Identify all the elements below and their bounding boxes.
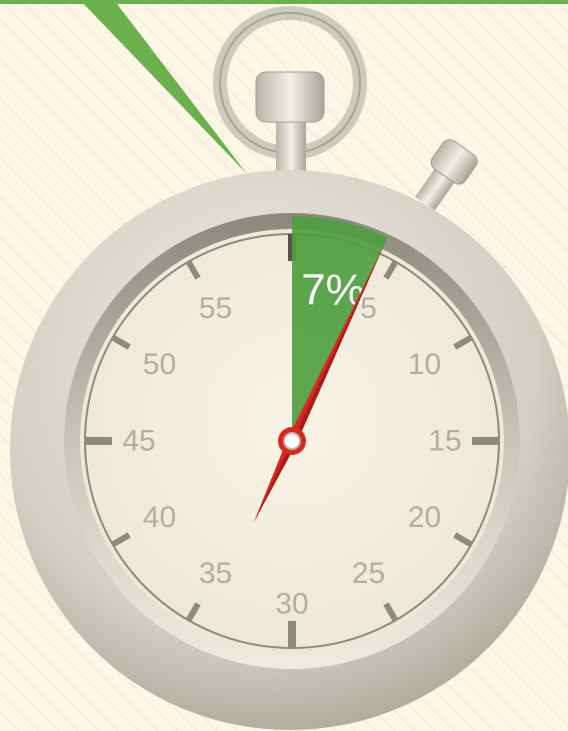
dial-number: 15 xyxy=(428,425,461,458)
dial-number: 50 xyxy=(143,348,176,381)
dial-number: 45 xyxy=(122,425,155,458)
crown-button xyxy=(256,72,324,122)
dial-number: 55 xyxy=(199,292,232,325)
dial-number: 35 xyxy=(199,557,232,590)
dial-number: 30 xyxy=(275,588,308,621)
dial-number: 20 xyxy=(408,501,441,534)
dial-number: 40 xyxy=(143,501,176,534)
dial-number: 10 xyxy=(408,348,441,381)
stopwatch-infographic: 510152025303540455055 7% xyxy=(0,0,568,731)
dial-number: 25 xyxy=(352,557,385,590)
hand-hub-inner xyxy=(284,433,300,449)
